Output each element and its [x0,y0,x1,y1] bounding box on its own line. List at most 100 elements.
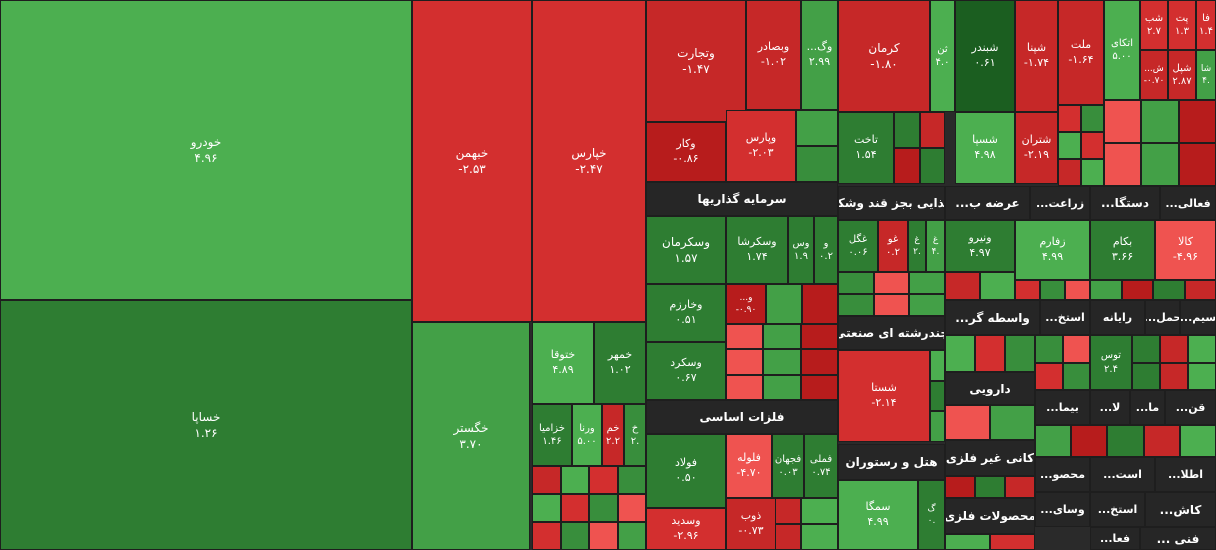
tile [1178,143,1216,186]
tile: وسکرمان ۱.۵۷ [646,216,726,284]
tile-change: ۰.۶۱ [974,56,996,69]
tile-label: وگ... [806,40,833,54]
tile: خزامیا ۱.۴۶ [532,404,572,466]
tile: شستا -۲.۱۴ [838,350,930,442]
tile [930,411,945,442]
tile-label: بکام [1112,235,1133,249]
tile-label: خم [606,422,620,434]
tile [1005,335,1035,372]
tile-label: و [823,237,829,249]
sector-header: فعا... [1090,527,1140,550]
tile-change: -۲.۵۳ [458,162,486,176]
tile: غ ۴. [926,220,945,272]
tile-change: ۰.۵۱ [675,313,697,326]
tile-change: ۰.۶۷ [675,371,697,384]
tile-change: ۴.۹۷ [969,246,991,259]
tile [894,148,920,184]
tile-label: وکار [676,137,696,151]
sector-header: دستگا... [1090,186,1160,220]
tile: خ ۲. [624,404,646,466]
tile: خساپا ۱.۲۶ [0,300,412,550]
tile-change: ۱.۷۴ [746,250,768,263]
tile [532,494,561,522]
tile: ثن ۴.۰ [930,0,955,112]
sector-header: است... [1090,457,1155,492]
tile-label: شب [1144,12,1164,24]
tile-change: ۲.۹۹ [808,55,831,68]
tile: کرمان -۱.۸۰ [838,0,930,112]
tile-label: و... [739,292,753,303]
tile [873,272,910,294]
tile-change: ۳.۶۶ [1111,250,1134,263]
tile: خپارس -۲.۴۷ [532,0,646,322]
tile-change: -۰.۷۰ [1143,76,1165,86]
tile-change: ۱.۵۴ [855,148,877,161]
tile [873,294,910,316]
tile [1184,280,1216,300]
tile [990,405,1035,440]
tile-change: ۱.۹ [794,251,808,262]
tile [1071,425,1108,457]
tile: فولاد ۰.۵۰ [646,434,726,508]
tile [1141,143,1179,186]
tile-change: ۴.۹۶ [194,151,218,165]
tile [617,494,646,522]
tile-change: ۲.۸۷ [1172,76,1192,87]
tile-label: تاخت [853,133,878,147]
tile: وسکرشا ۱.۷۴ [726,216,788,284]
sector-header: سرمایه گذاریها [646,182,838,216]
tile: ونیرو ۴.۹۷ [945,220,1015,272]
tile [1015,280,1040,300]
tile: وس ۱.۹ [788,216,814,284]
sector-header: رایانه [1090,300,1145,335]
tile [1160,362,1188,390]
sector-header: فلزات اساسی [646,400,838,434]
tile [1132,335,1160,363]
tile [894,112,920,148]
tile: و ۰.۲ [814,216,838,284]
tile [1188,362,1216,390]
tile-label: وسکرمان [662,234,710,249]
tile [802,284,838,324]
tile-change: ۱.۲۶ [194,426,218,440]
tile [726,374,764,400]
tile [1062,362,1090,390]
tile-change: -۲.۱۴ [871,396,897,409]
tile: وگ... ۲.۹۹ [801,0,838,110]
tile [726,324,764,350]
tile-label: ثن [937,43,948,55]
tile [945,405,990,440]
tile-label: وتجارت [677,45,715,60]
tile: و... -۰.۹۰ [726,284,766,324]
tile [617,466,646,494]
tile [796,110,838,146]
sector-header: فعالی... [1160,186,1216,220]
tile-label: ورنا [579,422,595,434]
tile [1121,280,1153,300]
tile [1178,100,1216,143]
tile [1179,425,1216,457]
tile [1141,100,1179,143]
tile [1005,476,1035,498]
tile [1153,280,1185,300]
sector-header: کاش... [1145,492,1216,527]
tile: ختوقا ۴.۸۹ [532,322,594,404]
tile [532,522,561,550]
sector-header: حمل... [1145,300,1180,335]
tile: وکار -۰.۸۶ [646,122,726,182]
tile: شپل ۲.۸۷ [1168,50,1196,100]
tile-change: -۱.۶۴ [1068,52,1094,66]
tile: توس ۲.۴ [1090,335,1132,390]
tile-change: ۱.۴ [1199,26,1213,37]
tile: خبهمن -۲.۵۳ [412,0,532,322]
tile: فا ۱.۴ [1196,0,1216,50]
tile-change: ۳.۷۰ [459,437,483,451]
tile-change: ۰.۵۰ [675,471,697,484]
tile [1081,159,1104,186]
tile-change: ۲. [913,247,921,257]
tile-label: خزامیا [539,422,565,434]
tile [1104,143,1142,186]
tile-change: ۲.۲ [606,436,620,447]
tile-change: -۴.۹۶ [1172,250,1199,263]
tile [800,498,838,524]
